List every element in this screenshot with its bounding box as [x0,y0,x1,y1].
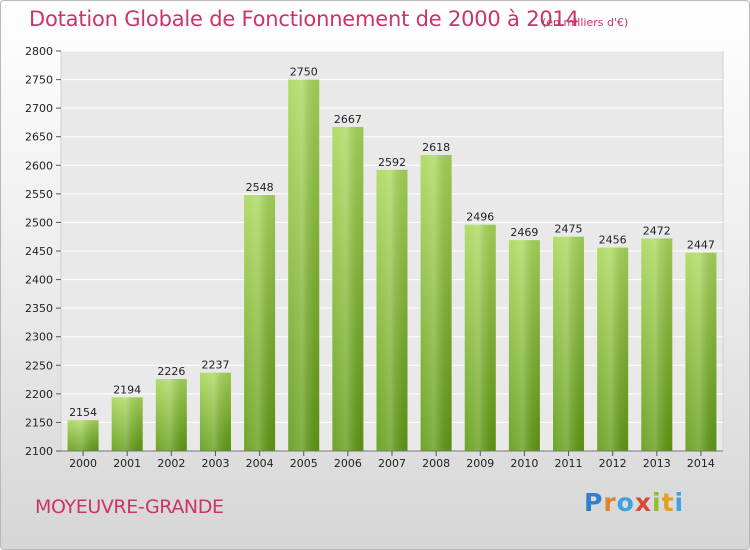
bar-value-label: 2592 [378,156,406,169]
x-tick-label: 2000 [69,457,97,470]
bar-value-label: 2667 [334,113,362,126]
x-tick-label: 2002 [157,457,185,470]
bar-value-label: 2472 [643,224,671,237]
x-tick-label: 2013 [643,457,671,470]
y-tick-label: 2550 [25,188,53,201]
x-tick-label: 2009 [466,457,494,470]
bar-highlight [420,155,452,451]
y-axis: 2100 2150 2200 2250 2300 2350 2400 2450 2500 2550… [25,45,61,458]
bar-highlight [111,397,143,451]
y-tick-label: 2100 [25,445,53,458]
bar-value-label: 2194 [113,383,141,396]
bar-highlight [553,236,585,451]
x-tick-label: 2004 [246,457,274,470]
x-tick-label: 2011 [555,457,583,470]
bar-highlight [155,379,187,451]
bar-highlight [199,372,231,451]
y-tick-label: 2300 [25,331,53,344]
logo-letter: i [652,488,662,517]
bar-highlight [67,420,99,451]
y-tick-label: 2450 [25,245,53,258]
bar-value-label: 2750 [290,66,318,79]
proxiti-logo: Proxiti [584,488,684,517]
x-tick-label: 2007 [378,457,406,470]
y-tick-label: 2250 [25,359,53,372]
x-tick-label: 2001 [113,457,141,470]
x-axis: 2000 2001 2002 2003 2004 2005 2006 2007 2008 2009… [61,450,723,470]
bar-value-label: 2237 [201,359,229,372]
y-tick-label: 2700 [25,102,53,115]
bar-value-label: 2226 [157,365,185,378]
x-tick-label: 2005 [290,457,318,470]
x-tick-label: 2003 [201,457,229,470]
x-tick-label: 2012 [599,457,627,470]
bar-value-label: 2496 [466,211,494,224]
y-tick-label: 2800 [25,45,53,58]
bar-value-label: 2469 [510,226,538,239]
logo-letter: P [584,488,604,517]
bar-value-label: 2548 [246,181,274,194]
bar-highlight [685,252,717,451]
logo-letter: t [661,488,675,517]
bar-highlight [288,79,320,452]
x-tick-label: 2014 [687,457,715,470]
city-name: MOYEUVRE-GRANDE [35,496,224,518]
chart-subtitle: (en milliers d'€) [542,16,629,29]
bar-value-label: 2154 [69,406,97,419]
bar-value-label: 2618 [422,141,450,154]
x-tick-label: 2010 [510,457,538,470]
y-tick-label: 2400 [25,274,53,287]
y-tick-label: 2350 [25,302,53,315]
logo-letter: i [674,488,685,517]
logo-letter: o [616,488,635,517]
bar-value-label: 2475 [555,223,583,236]
chart-title: Dotation Globale de Fonctionnement de 20… [29,7,579,31]
y-tick-label: 2500 [25,216,53,229]
bar-highlight [244,195,276,451]
bar-highlight [376,169,408,451]
y-tick-label: 2200 [25,388,53,401]
bar-highlight [508,240,540,451]
bar-highlight [332,127,364,451]
logo-letter: x [634,488,652,517]
y-tick-label: 2650 [25,131,53,144]
y-tick-label: 2150 [25,416,53,429]
y-tick-label: 2600 [25,159,53,172]
bar-value-label: 2447 [687,239,715,252]
bar-highlight [597,247,629,451]
bar-value-label: 2456 [599,234,627,247]
bar-highlight [641,238,673,451]
x-tick-label: 2006 [334,457,362,470]
bar-highlight [464,224,496,451]
bars: 2154 2194 2226 2237 2548 2750 2667 2592 2618 2496… [67,66,717,452]
x-tick-label: 2008 [422,457,450,470]
logo-letter: r [603,488,617,517]
y-tick-label: 2750 [25,74,53,87]
